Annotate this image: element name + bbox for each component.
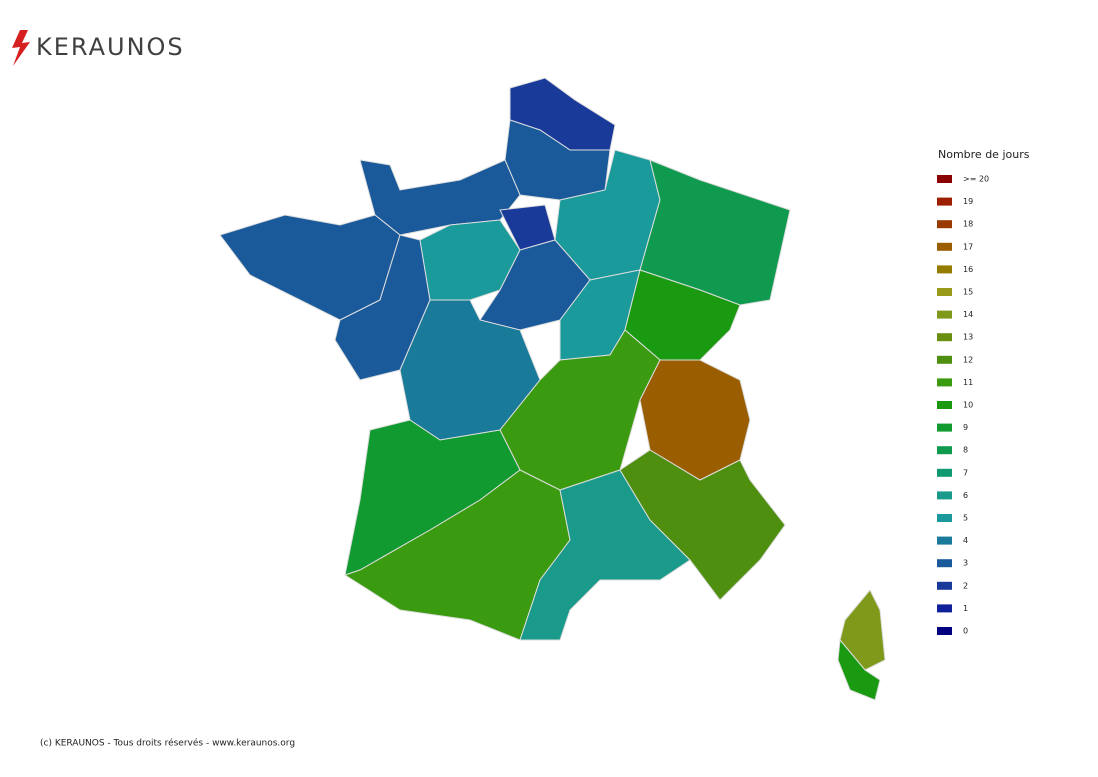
legend-swatch (937, 514, 952, 522)
legend-label: 16 (963, 265, 973, 274)
legend-swatch (937, 627, 952, 635)
legend-swatch (937, 491, 952, 500)
legend-label: 6 (963, 491, 968, 500)
map-region (619, 449, 786, 601)
legend-swatch (937, 378, 952, 387)
legend-swatch (937, 197, 952, 206)
legend-swatch (937, 175, 952, 183)
legend-label: 1 (963, 604, 968, 613)
legend-swatch (937, 333, 952, 342)
legend-swatch (937, 401, 952, 409)
legend-label: 0 (963, 627, 968, 636)
legend-label: 10 (963, 401, 973, 410)
legend-swatch (937, 355, 952, 364)
legend-swatch (937, 604, 952, 613)
legend-swatch (937, 265, 952, 274)
legend-label: >= 20 (963, 175, 989, 184)
map (219, 77, 886, 701)
legend-label: 11 (963, 378, 973, 387)
legend-swatch (937, 581, 952, 590)
legend-label: 13 (963, 333, 973, 342)
legend-label: 15 (963, 288, 973, 297)
legend-label: 9 (963, 423, 968, 432)
legend-label: 7 (963, 468, 968, 477)
legend-label: 4 (963, 536, 968, 545)
map-region (837, 638, 881, 701)
legend-swatch (937, 446, 952, 455)
legend-label: 8 (963, 446, 968, 455)
legend-swatch (937, 536, 952, 545)
legend-swatch (937, 288, 952, 296)
legend-title: Nombre de jours (938, 148, 1030, 161)
footer: (c) KERAUNOS - Tous droits réservés - ww… (40, 738, 295, 749)
logo-text: KERAUNOS (36, 33, 185, 61)
legend-swatch (937, 468, 952, 477)
legend-label: 17 (963, 242, 973, 251)
legend-label: 14 (963, 310, 973, 319)
legend-label: 18 (963, 220, 973, 229)
legend-swatch (937, 242, 952, 251)
map-region (519, 469, 691, 641)
legend-label: 5 (963, 514, 968, 523)
legend-label: 12 (963, 355, 973, 364)
legend-label: 19 (963, 197, 973, 206)
legend-swatch (937, 310, 952, 319)
legend-swatch (937, 559, 952, 568)
legend-swatch (937, 220, 952, 229)
legend-label: 2 (963, 581, 968, 590)
logo-icon (12, 30, 30, 66)
legend-label: 3 (963, 559, 968, 568)
legend-swatch (937, 423, 952, 432)
